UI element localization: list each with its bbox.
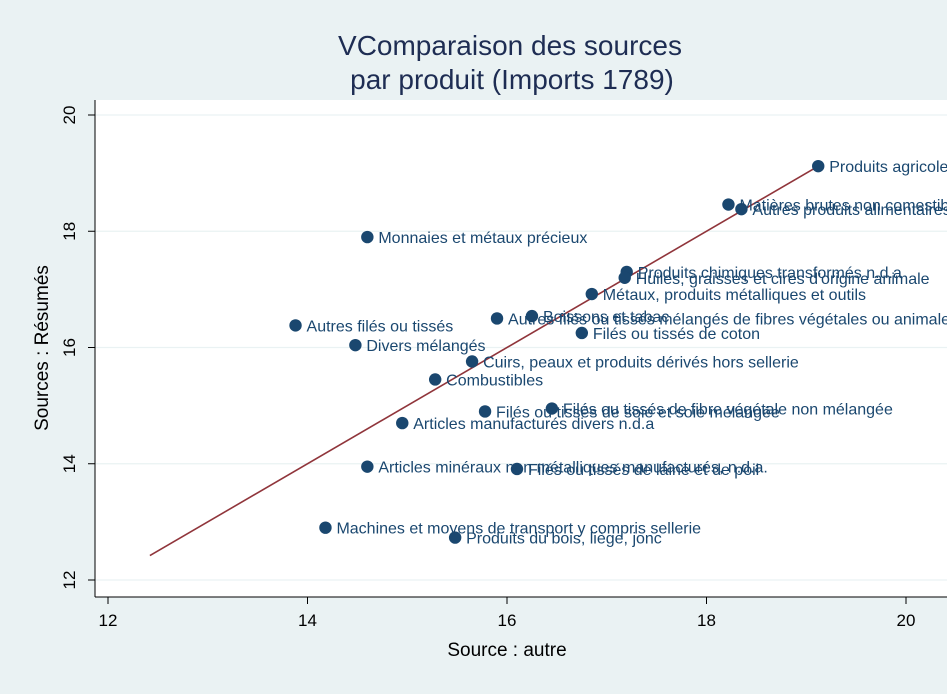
- y-tick-label: 12: [60, 571, 79, 590]
- data-point-label: Filés ou tissés de coton: [593, 326, 760, 343]
- data-point: [490, 312, 504, 325]
- data-point-label: Cuirs, peaux et produits dérivés hors se…: [483, 354, 799, 371]
- data-point: [722, 198, 735, 211]
- data-point-label: Huiles, graisses et cires d'origine anim…: [636, 271, 930, 288]
- tick-layer: 12 14 16 18 20 12 14 16 18 20: [60, 106, 915, 630]
- data-point-label: Autres produits alimentaires: [752, 202, 947, 219]
- chart-title-line2: par produit (Imports 1789): [350, 64, 674, 95]
- data-point-label: Combustibles: [446, 372, 543, 389]
- data-point: [319, 521, 332, 534]
- data-point: [575, 326, 589, 340]
- y-tick-label: 14: [60, 454, 79, 473]
- points-layer: [289, 159, 825, 544]
- data-point-label: Filés ou tissés de laine et de poil: [528, 462, 759, 479]
- data-point-label: Articles manufacturés divers n.d.a: [413, 416, 654, 433]
- data-point-label: Produits agricoles: [829, 159, 947, 176]
- data-point: [361, 230, 374, 244]
- data-point-label: Métaux, produits métalliques et outils: [603, 287, 866, 304]
- y-tick-label: 16: [60, 338, 79, 357]
- y-tick-label: 20: [60, 106, 79, 125]
- data-point-label: Matières brutes non comestibles: [739, 198, 947, 215]
- x-tick-label: 20: [897, 611, 916, 630]
- x-tick-label: 18: [697, 611, 716, 630]
- plot-background: [95, 100, 947, 597]
- data-point-label: Autres filés ou tissés mélangés de fibre…: [508, 311, 947, 328]
- y-tick-label: 18: [60, 222, 79, 241]
- data-point: [545, 402, 559, 415]
- x-axis-title: Source : autre: [447, 640, 566, 661]
- data-point-label: Monnaies et métaux précieux: [378, 230, 587, 247]
- data-point: [361, 460, 374, 473]
- data-point: [349, 338, 362, 352]
- data-point-label: Autres filés ou tissés: [307, 318, 454, 335]
- data-point: [735, 202, 748, 216]
- fit-line: [149, 165, 819, 557]
- data-point: [289, 319, 302, 332]
- y-axis-title: Sources : Résumés: [32, 265, 53, 431]
- data-point: [618, 271, 631, 284]
- data-point-label: Produits du bois, liège, jonc: [466, 531, 662, 548]
- data-point: [448, 531, 462, 544]
- data-point: [510, 462, 524, 476]
- data-point: [812, 159, 825, 173]
- data-point-label: Machines et moyens de transport y compri…: [336, 521, 701, 538]
- data-point: [525, 309, 539, 323]
- grid-layer: [95, 114, 947, 581]
- data-point-label: Filés ou tissés de fibre végétale non mé…: [563, 402, 893, 419]
- x-tick-label: 12: [99, 611, 118, 630]
- data-point: [478, 405, 492, 418]
- data-point: [396, 416, 409, 430]
- data-point-label: Boissons et tabac: [543, 309, 669, 326]
- data-point-label: Articles minéraux non métalliques manufa…: [378, 460, 768, 477]
- data-point: [585, 287, 598, 301]
- data-point-label: Divers mélangés: [366, 338, 485, 355]
- chart-title-line1: VComparaison des sources: [338, 30, 682, 61]
- x-tick-label: 14: [298, 611, 317, 630]
- data-point-label: Produits chimiques transformés n.d.a: [638, 265, 902, 282]
- fit-line-layer: [149, 165, 819, 557]
- data-point-label: Filés ou tissés de soie et soie mélangée: [496, 404, 780, 421]
- x-tick-label: 16: [498, 611, 517, 630]
- data-point: [428, 373, 442, 386]
- data-point: [465, 355, 479, 368]
- point-labels-layer: Produits agricoles Matières brutes non co…: [307, 159, 947, 547]
